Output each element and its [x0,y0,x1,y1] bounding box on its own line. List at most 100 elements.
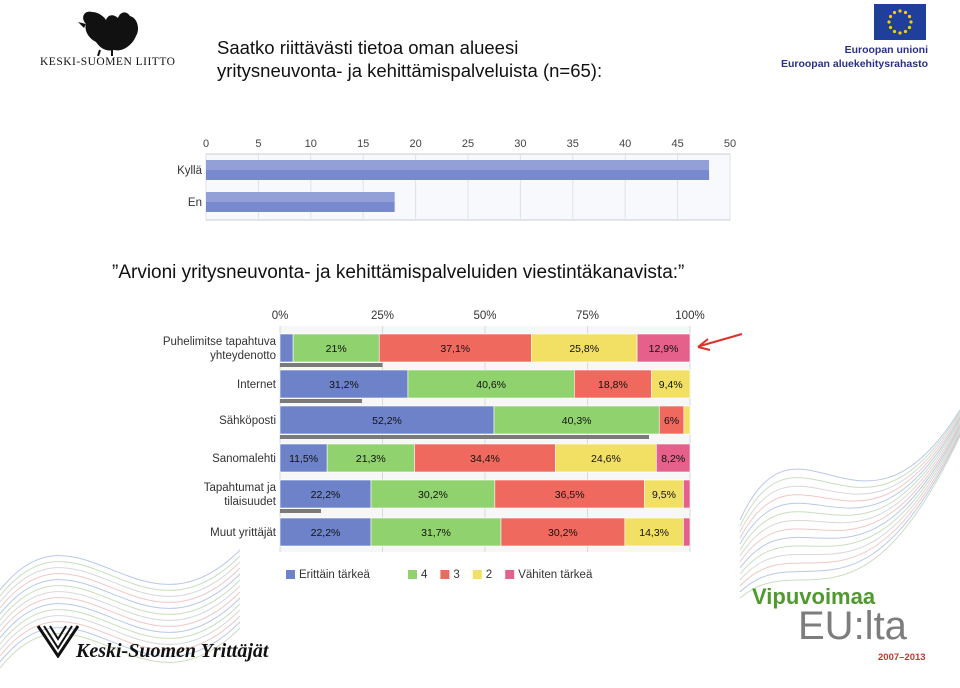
keski-suomen-liitto-text: KESKI-SUOMEN LIITTO [40,56,176,68]
legend-label: 2 [486,569,492,581]
data-label: 37,1% [440,343,470,355]
category-label: tilaisuudet [224,496,277,508]
eu-star-icon [903,10,908,15]
legend-label: Erittäin tärkeä [299,569,371,581]
legend-swatch [408,570,417,579]
wave-line [0,421,960,627]
bar-segment [279,479,372,509]
stacked-bar-chart: 0% 25% 50% 75% 100% Puhelimitse tapahtuva yhte… [163,310,705,581]
top-bar-chart: 0 5 10 15 20 25 30 35 40 45 50 Kyllä En [177,138,736,221]
eu-star-icon [903,29,908,34]
eu-star-icon [892,29,897,34]
data-label: 21% [326,343,347,355]
data-label: 9,5% [652,489,676,501]
wave-line [0,419,960,621]
eu-star-icon [898,31,902,35]
legend-label: Vähiten tärkeä [518,569,593,581]
x-tick-label: 10 [305,138,317,150]
data-label: 40,6% [476,379,506,391]
vipuvoimaa-text: Vipuvoimaa [752,584,876,609]
bar-segment [414,443,556,473]
x-tick-label: 100% [675,310,704,322]
wave-line [0,427,960,645]
keski-suomen-yrittajat-logo: Keski-Suomen Yrittäjät [36,624,286,668]
eu-star-icon [907,14,912,19]
data-label: 14,3% [639,527,669,539]
category-label: Sähköposti [219,415,276,427]
x-tick-label: 50 [724,138,736,150]
legend-swatch [286,570,295,579]
legend-label: 4 [421,569,428,581]
eu-text-line1: Euroopan unioni [844,44,928,56]
x-tick-label: 35 [567,138,579,150]
data-label: 30,2% [418,489,448,501]
data-label: 24,6% [591,453,621,465]
bar [206,192,395,212]
data-label: 18,8% [598,379,628,391]
page-title: Saatko riittävästi tietoa oman alueesi y… [217,36,602,82]
x-tick-label: 25% [371,310,394,322]
wave-line [0,417,960,615]
bar-segment [494,479,645,509]
wave-line [0,413,960,603]
capercaillie-icon [78,11,138,57]
bar-segment [279,333,294,363]
grey-marker-bar [280,435,649,439]
data-label: 22,2% [311,489,341,501]
x-tick-label: 0% [272,310,289,322]
x-tick-label: 30 [514,138,526,150]
eu-star-icon [887,20,891,24]
x-tick-label: 0 [203,138,209,150]
x-tick-label: 5 [255,138,261,150]
wave-line [0,431,960,657]
category-label: Internet [237,379,277,391]
x-tick-label: 20 [409,138,421,150]
bar-highlight [206,160,710,170]
wave-line [0,415,960,609]
x-tick-label: 15 [357,138,369,150]
x-tick-label: 25 [462,138,474,150]
data-label: 22,2% [311,527,341,539]
bar-segment [683,517,691,547]
wave-line [0,423,960,633]
wave-line [0,411,960,597]
eu-star-icon [907,25,912,30]
bar-segment [636,333,691,363]
bar-segment [651,369,691,399]
wave-line [0,429,960,651]
eu-flag-icon [874,4,926,40]
category-label: yhteydenotto [210,350,276,362]
bar-segment [279,369,409,399]
bar-segment [683,479,691,509]
bar-segment [279,405,495,435]
bar-segment [531,333,638,363]
data-label: 21,3% [356,453,386,465]
x-tick-label: 45 [671,138,683,150]
x-tick-label: 40 [619,138,631,150]
bar-segment [656,443,691,473]
red-arrow-annotation [697,333,743,351]
bar-segment [370,517,502,547]
legend-swatch [505,570,515,579]
chart-subtitle: ”Arvioni yritysneuvonta- ja kehittämispa… [112,262,685,283]
eu-star-icon [909,20,913,24]
bar-segment [279,443,328,473]
yrittajat-mark-icon [36,625,80,658]
page-title-line2: yritysneuvonta- ja kehittämispalveluista… [217,60,603,81]
vipu-years-text: 2007–2013 [878,652,926,663]
data-label: 11,5% [289,453,318,465]
wave-decoration [0,409,960,669]
legend-label: 3 [453,569,459,581]
wave-line [0,425,960,639]
wave-line [0,433,960,663]
legend-swatch [472,570,482,579]
data-label: 25,8% [569,343,599,355]
eu-star-icon [888,25,893,30]
eu-star-icon [888,14,893,19]
data-label: 40,3% [562,415,592,427]
eu-text-line2: Euroopan aluekehitysrahasto [780,58,928,70]
grey-marker-bar [280,399,362,403]
bar-segment [493,405,660,435]
legend-swatch [440,570,450,579]
data-label: 31,7% [421,527,451,539]
